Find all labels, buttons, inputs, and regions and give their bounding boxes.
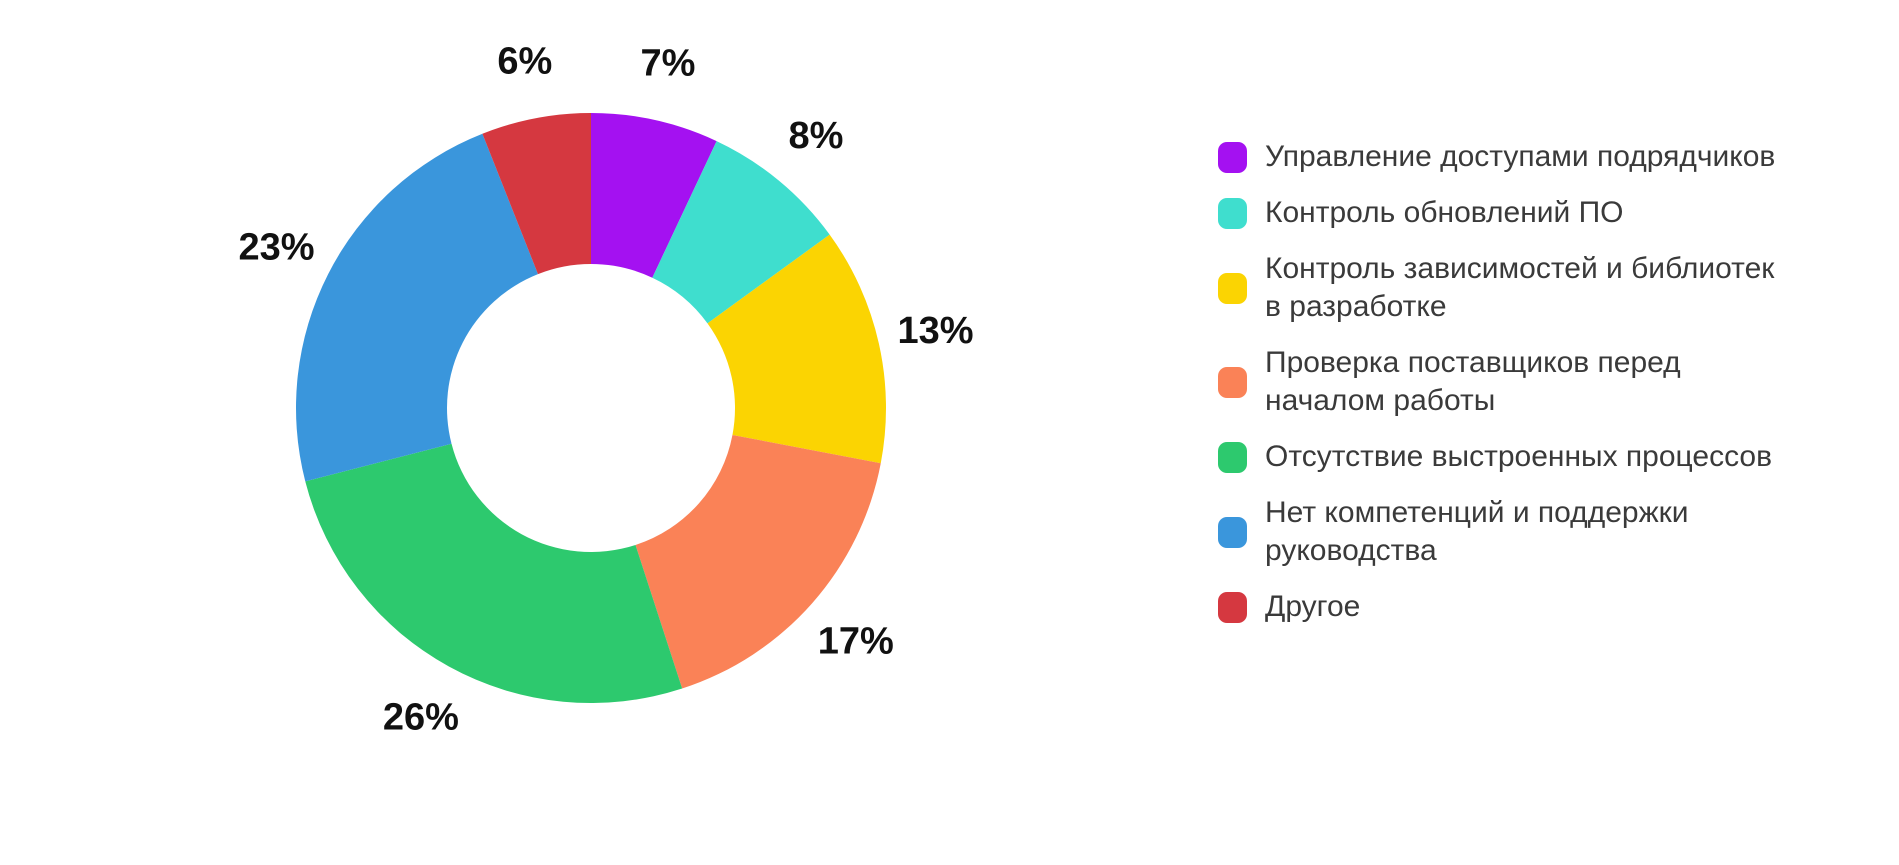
slice-value-label: 6%: [497, 40, 552, 82]
slice-value-label: 8%: [789, 115, 844, 157]
legend-swatch: [1218, 591, 1247, 623]
legend-item: Проверка поставщиков перед началом работ…: [1218, 344, 1775, 420]
legend-label: Проверка поставщиков перед началом работ…: [1265, 346, 1681, 417]
slice-value-label: 13%: [897, 310, 973, 352]
legend-item: Управление доступами подрядчиков: [1218, 138, 1775, 176]
legend-item: Контроль обновлений ПО: [1218, 194, 1775, 232]
donut-slice: [305, 443, 683, 703]
donut-slice: [635, 434, 881, 689]
legend-item: Контроль зависимостей и библиотек в разр…: [1218, 250, 1775, 326]
legend-label: Другое: [1265, 590, 1361, 623]
slice-value-label: 7%: [641, 43, 696, 85]
legend-item: Отсутствие выстроенных процессов: [1218, 438, 1775, 476]
legend-item: Нет компетенций и поддержки руководства: [1218, 494, 1775, 570]
legend: Управление доступами подрядчиков Контроль…: [1218, 138, 1775, 626]
slice-value-label: 17%: [818, 620, 894, 662]
legend-item: Другое: [1218, 588, 1775, 626]
legend-label: Контроль обновлений ПО: [1265, 196, 1624, 229]
slice-value-label: 26%: [383, 696, 459, 738]
legend-swatch: [1218, 366, 1247, 398]
legend-swatch: [1218, 441, 1247, 473]
donut-slice: [707, 234, 886, 464]
donut-slice: [296, 133, 538, 482]
slice-value-label: 23%: [238, 227, 314, 269]
legend-swatch: [1218, 272, 1247, 304]
donut-slice: [652, 141, 830, 324]
donut-slice: [482, 113, 591, 275]
legend-label: Контроль зависимостей и библиотек в разр…: [1265, 252, 1775, 323]
donut-slice: [591, 113, 717, 278]
legend-swatch: [1218, 197, 1247, 229]
legend-swatch: [1218, 141, 1247, 173]
legend-label: Управление доступами подрядчиков: [1265, 140, 1776, 173]
legend-label: Отсутствие выстроенных процессов: [1265, 440, 1773, 473]
legend-label: Нет компетенций и поддержки руководства: [1265, 496, 1689, 567]
legend-swatch: [1218, 516, 1247, 548]
